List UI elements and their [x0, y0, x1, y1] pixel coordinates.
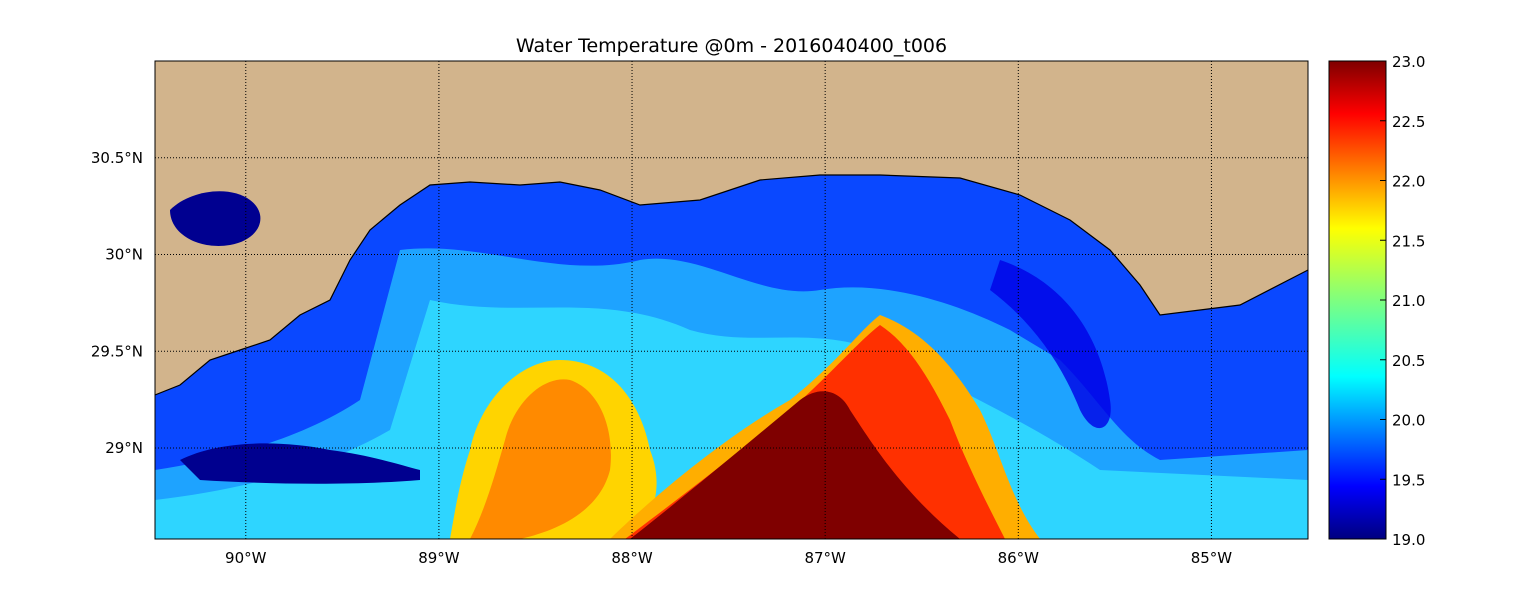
- colorbar-tick-label: 22.0: [1392, 173, 1425, 191]
- axes-frame: [154, 60, 1309, 540]
- water-cyan-2: [155, 300, 1308, 539]
- warm-eddy-left-core: [470, 379, 611, 539]
- x-tick-label: 87°W: [804, 549, 846, 567]
- colorbar: [1328, 60, 1387, 540]
- x-tick-label: 89°W: [418, 549, 460, 567]
- colorbar-ticks: 19.0 19.5 20.0 20.5 21.0 21.5 22.0 22.5 23.0: [1380, 53, 1425, 549]
- colorbar-tick-label: 20.5: [1392, 352, 1425, 370]
- y-ticks: 30.5°N 30°N 29.5°N 29°N: [91, 149, 143, 457]
- grid-lines: [155, 61, 1308, 539]
- colorbar-tick-label: 21.0: [1392, 292, 1425, 310]
- x-ticks: 90°W 89°W 88°W 87°W 86°W 85°W: [225, 549, 1232, 567]
- x-tick-label: 86°W: [998, 549, 1040, 567]
- inner-bay: [170, 191, 261, 246]
- colorbar-tick-label: 23.0: [1392, 53, 1425, 71]
- colorbar-tick-label: 19.5: [1392, 471, 1425, 489]
- colorbar-tick-label: 19.0: [1392, 531, 1425, 549]
- y-tick-label: 29.5°N: [91, 342, 143, 360]
- cool-pool-west: [180, 443, 420, 484]
- x-tick-label: 85°W: [1191, 549, 1233, 567]
- map-area: [155, 61, 1308, 539]
- y-tick-label: 29°N: [105, 439, 143, 457]
- cool-band-east: [990, 260, 1111, 429]
- colorbar-tick-label: 20.0: [1392, 412, 1425, 430]
- colorbar-tick-label: 22.5: [1392, 113, 1425, 131]
- y-tick-label: 30.5°N: [91, 149, 143, 167]
- x-tick-label: 90°W: [225, 549, 267, 567]
- coastline: [155, 174, 1308, 396]
- colorbar-tick-label: 21.5: [1392, 232, 1425, 250]
- warm-wedge-core: [630, 391, 960, 539]
- x-tick-label: 88°W: [611, 549, 653, 567]
- chart-title: Water Temperature @0m - 2016040400_t006: [515, 35, 948, 57]
- y-tick-label: 30°N: [105, 246, 143, 264]
